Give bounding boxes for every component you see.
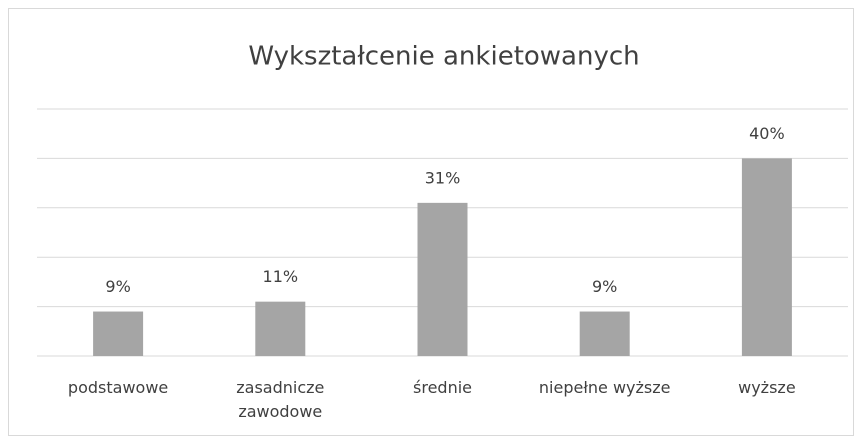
bar	[93, 311, 144, 356]
chart-title: Wykształcenie ankietowanych	[248, 42, 639, 72]
data-label: 11%	[263, 267, 299, 286]
x-tick-label: wyższe	[738, 378, 796, 397]
data-label: 31%	[425, 168, 461, 187]
data-label: 9%	[592, 277, 617, 296]
x-tick-label: średnie	[413, 378, 472, 397]
bar	[579, 311, 630, 356]
x-tick-label: niepełne wyższe	[538, 378, 671, 397]
data-label: 40%	[749, 124, 785, 143]
bar	[255, 301, 306, 356]
bar	[417, 202, 468, 356]
bar	[741, 158, 792, 356]
data-label: 9%	[105, 277, 130, 296]
x-tick-label: podstawowe	[67, 378, 169, 397]
x-tick-label: zasadnicze zawodowe	[236, 378, 325, 421]
chart-frame	[8, 8, 854, 436]
